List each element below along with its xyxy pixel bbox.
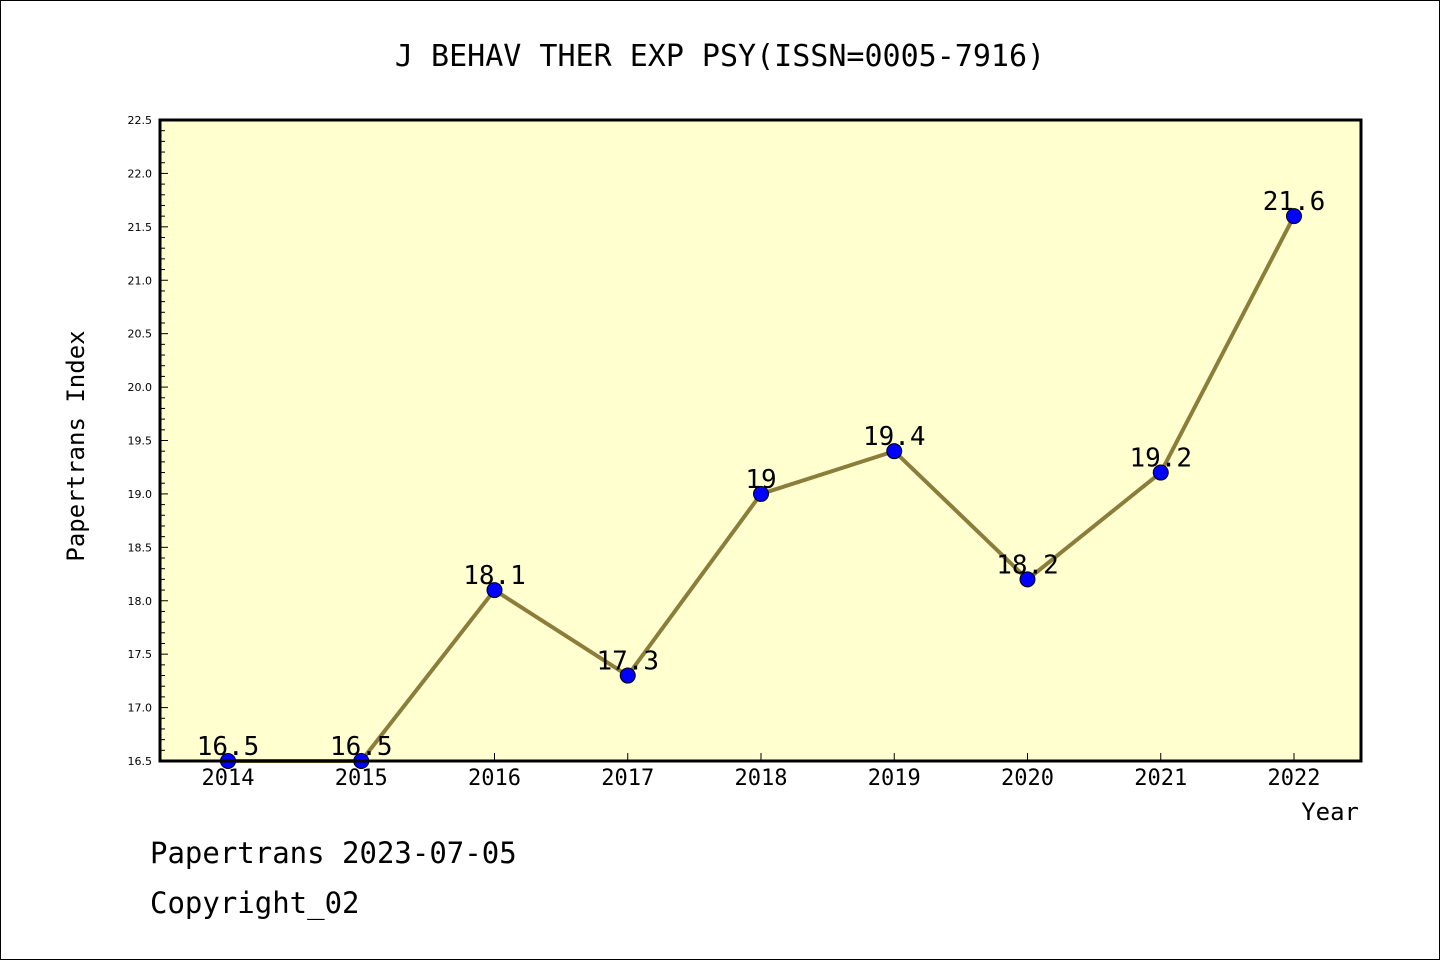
y-tick-label: 20.5 [128,328,153,341]
footer-copyright: Copyright_02 [150,886,360,920]
x-tick-label: 2017 [601,766,654,791]
y-tick-label: 17.5 [128,648,153,661]
x-tick-label: 2019 [868,766,921,791]
plot-area [160,120,1361,761]
data-label: 19.2 [1129,444,1192,474]
data-point [619,667,636,684]
y-tick-label: 18.5 [128,541,153,554]
data-label: 16.5 [197,732,260,762]
data-label: 19 [745,465,776,495]
y-tick-label: 18.0 [128,595,153,608]
y-tick-label: 20.0 [128,381,153,394]
data-label: 21.6 [1263,187,1326,217]
data-point [486,582,503,599]
x-tick-label: 2020 [1001,766,1054,791]
data-point [1286,208,1302,225]
y-tick-label: 17.0 [128,702,153,715]
y-tick-label: 22.5 [128,114,153,127]
y-tick-label: 22.0 [128,167,153,180]
data-label: 17.3 [596,647,659,677]
x-tick-label: 2015 [335,766,388,791]
y-axis-title: Papertrans Index [62,330,90,561]
data-label: 18.1 [463,561,526,591]
y-tick-label: 21.5 [128,221,153,234]
x-axis-title: Year [1301,798,1359,826]
data-label: 19.4 [863,422,926,452]
plot-border [158,118,1363,763]
footer-date: Papertrans 2023-07-05 [150,836,517,870]
x-tick-label: 2018 [735,766,788,791]
y-tick-label: 21.0 [128,274,153,287]
data-point [886,443,903,460]
x-tick-label: 2016 [468,766,521,791]
y-tick-label: 19.5 [128,435,153,448]
x-tick-label: 2014 [202,766,255,791]
y-tick-label: 16.5 [128,755,153,768]
data-label: 18.2 [996,550,1059,580]
data-labels: 16.5 16.5 18.1 17.3 19 19.4 18.2 19.2 21.6 [197,187,1326,762]
data-point [1019,571,1036,588]
y-tick-label: 19.0 [128,488,153,501]
data-label: 16.5 [330,732,393,762]
data-point [1152,464,1169,481]
x-axis: 2014 2015 2016 2017 2018 2019 2020 2021 2022 [202,753,1321,791]
data-point [753,485,769,502]
x-tick-label: 2021 [1134,766,1187,791]
x-tick-label: 2022 [1268,766,1321,791]
chart-title: J BEHAV THER EXP PSY(ISSN=0005-7916) [395,39,1045,74]
